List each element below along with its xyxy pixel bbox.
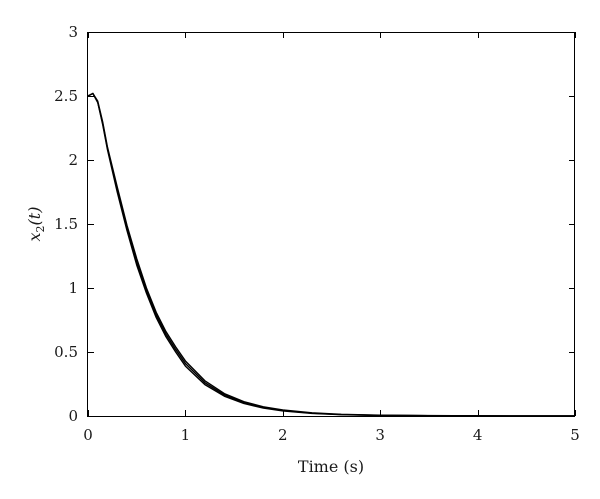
x-tick-label: 3: [375, 426, 385, 444]
axes-layer: 0 1 2 3 4 5 0 0.5 1 1.5 2 2.5 3: [54, 23, 580, 444]
y-tick-label: 2.5: [54, 87, 78, 105]
series-line-2: [87, 92, 575, 417]
series-line-3: [87, 92, 575, 417]
y-tick-label: 1.5: [54, 215, 78, 233]
y-axis-label-argument: (t): [25, 207, 44, 226]
y-tick-label: 0: [68, 407, 78, 425]
y-axis-label-subscript: 2: [34, 225, 47, 232]
plot-frame: [87, 32, 575, 417]
x-axis-label: Time (s): [298, 457, 364, 476]
y-axis-label-symbol: x: [25, 232, 44, 241]
y-tick-label: 0.5: [54, 343, 78, 361]
x-tick-label: 5: [570, 426, 580, 444]
series-line-1: [87, 92, 575, 417]
y-tick-label: 2: [68, 151, 78, 169]
y-tick-label: 3: [68, 23, 78, 41]
series-layer: [87, 92, 575, 417]
x-tick-label: 1: [181, 426, 191, 444]
y-tick-label: 1: [68, 279, 78, 297]
x-tick-label: 2: [278, 426, 288, 444]
y-axis-label: x2(t): [25, 207, 47, 242]
x-tick-label: 0: [83, 426, 93, 444]
x-tick-label: 4: [473, 426, 483, 444]
